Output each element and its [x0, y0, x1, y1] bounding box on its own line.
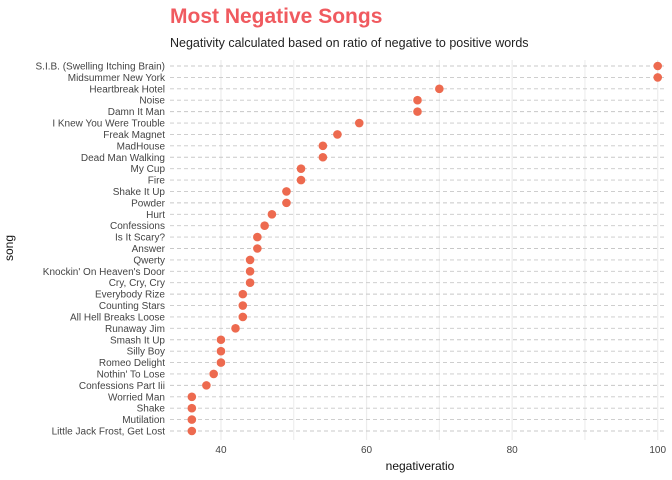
data-point: [253, 232, 262, 242]
x-tick-labels: 40 60 80 100: [215, 445, 666, 456]
y-tick-label: Noise: [139, 96, 165, 107]
y-tick-label: MadHouse: [117, 141, 166, 152]
y-tick-label: Midsummer New York: [68, 73, 166, 84]
data-point: [238, 289, 248, 299]
y-tick-label: Confessions Part Iii: [79, 381, 165, 392]
y-tick-label: Is It Scary?: [115, 233, 165, 244]
data-point: [296, 164, 306, 173]
y-tick-label: Mutilation: [122, 415, 165, 426]
data-point: [333, 130, 342, 139]
y-tick-label: Shake It Up: [113, 187, 166, 198]
data-point: [435, 84, 444, 94]
data-point: [282, 198, 291, 208]
data-point: [653, 73, 663, 82]
x-tick-label: 80: [507, 445, 519, 456]
y-tick-label: Freak Magnet: [103, 130, 165, 141]
y-tick-label: Runaway Jim: [105, 324, 165, 335]
y-tick-label: Powder: [131, 198, 166, 209]
y-axis-title: song: [2, 235, 16, 261]
points-layer: [187, 61, 663, 436]
y-tick-label: Smash It Up: [110, 335, 165, 346]
data-point: [413, 95, 422, 105]
y-tick-label: Damn It Man: [108, 107, 165, 118]
data-point: [238, 312, 248, 322]
data-point: [231, 324, 240, 333]
data-point: [209, 369, 218, 379]
data-point: [187, 415, 197, 424]
data-point: [354, 118, 364, 128]
y-tick-label: Little Jack Frost, Get Lost: [52, 427, 166, 438]
y-tick-label: Knockin' On Heaven's Door: [43, 267, 166, 278]
data-point: [260, 221, 269, 230]
grid-layer: [170, 60, 665, 440]
y-tick-label: Shake: [137, 404, 166, 415]
chart-subtitle: Negativity calculated based on ratio of …: [170, 36, 529, 50]
y-tick-label: All Hell Breaks Loose: [70, 312, 165, 323]
chart-title: Most Negative Songs: [170, 5, 383, 28]
y-tick-label: Qwerty: [133, 255, 165, 266]
y-tick-label: Silly Boy: [127, 347, 165, 358]
x-tick-label: 40: [215, 445, 227, 456]
data-point: [187, 392, 197, 402]
data-point: [318, 141, 328, 151]
data-point: [245, 267, 255, 276]
y-tick-label: Answer: [132, 244, 166, 255]
data-point: [216, 346, 226, 356]
x-axis-title: negativeratio: [386, 459, 455, 473]
y-tick-label: I Knew You Were Trouble: [52, 119, 165, 130]
y-tick-labels: S.I.B. (Swelling Itching Brain)Midsummer…: [36, 62, 166, 438]
y-tick-label: Fire: [148, 176, 166, 187]
data-point: [216, 335, 226, 345]
x-tick-label: 60: [361, 445, 373, 456]
y-tick-label: Counting Stars: [99, 301, 165, 312]
y-tick-label: Heartbreak Hotel: [89, 84, 165, 95]
data-point: [216, 358, 226, 367]
y-tick-label: Everybody Rize: [95, 290, 165, 301]
y-tick-label: Confessions: [110, 221, 165, 232]
data-point: [187, 403, 197, 413]
y-tick-label: Romeo Delight: [99, 358, 165, 369]
data-point: [267, 209, 277, 219]
y-tick-label: Dead Man Walking: [81, 153, 165, 164]
y-tick-label: Worried Man: [108, 392, 165, 403]
y-tick-label: Hurt: [146, 210, 165, 221]
data-point: [202, 381, 211, 390]
data-point: [238, 301, 248, 310]
y-tick-label: Cry, Cry, Cry: [109, 278, 165, 289]
data-point: [318, 152, 328, 162]
y-tick-label: My Cup: [131, 164, 166, 175]
data-point: [253, 244, 262, 253]
data-point: [245, 278, 255, 288]
y-tick-label: Nothin' To Lose: [97, 369, 166, 380]
data-point: [653, 61, 663, 71]
x-tick-label: 100: [649, 445, 666, 456]
y-tick-label: S.I.B. (Swelling Itching Brain): [36, 62, 166, 73]
data-point: [282, 187, 291, 196]
data-point: [413, 107, 422, 116]
data-point: [187, 426, 197, 436]
data-point: [245, 255, 255, 265]
data-point: [296, 175, 306, 185]
